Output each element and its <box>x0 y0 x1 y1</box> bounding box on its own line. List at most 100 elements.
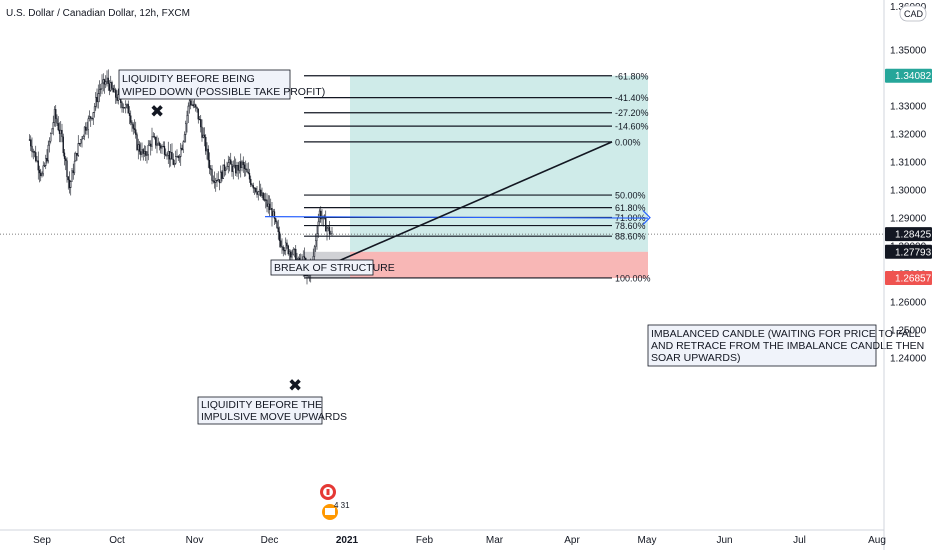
currency-button[interactable]: CAD <box>899 5 927 22</box>
candle <box>106 70 108 87</box>
candle <box>246 163 248 173</box>
candle <box>77 135 79 157</box>
price-badge-stop[interactable]: 1.26857 <box>885 271 932 286</box>
fib-level[interactable]: -14.60% <box>304 122 649 132</box>
annotation-break-structure-text: BREAK OF STRUCTURE <box>274 262 395 274</box>
price-badge-entry[interactable]: 1.27793 <box>885 244 932 259</box>
fib-level-label: -14.60% <box>615 122 649 132</box>
candle <box>277 219 279 240</box>
candle <box>241 159 243 172</box>
fib-level-label: -61.80% <box>615 71 649 81</box>
candle <box>110 75 112 92</box>
fib-level[interactable]: 0.00% <box>304 137 641 147</box>
candle <box>90 115 92 127</box>
fib-level[interactable]: 78.60% <box>304 221 646 231</box>
candle <box>251 182 253 187</box>
candle <box>105 75 107 89</box>
candle <box>138 141 141 155</box>
canada-flag-event-icon[interactable] <box>320 484 336 500</box>
candle <box>156 135 158 154</box>
candle <box>86 121 88 135</box>
candle <box>230 152 232 165</box>
price-badge-target[interactable]: 1.34082 <box>885 68 932 83</box>
annotation-break-structure[interactable]: BREAK OF STRUCTURE <box>270 259 395 276</box>
annotation-liquidity-bottom[interactable]: LIQUIDITY BEFORE THE IMPULSIVE MOVE UPWA… <box>197 396 347 425</box>
fib-level[interactable]: 61.80% <box>304 203 646 213</box>
candle <box>263 193 266 202</box>
time-tick-label: Oct <box>109 535 125 546</box>
candle <box>65 156 67 171</box>
price-badge-label: 1.27793 <box>895 247 932 258</box>
candle <box>140 142 142 161</box>
candle <box>197 108 199 124</box>
candle <box>108 80 111 96</box>
candle <box>233 156 236 169</box>
candle <box>240 153 242 178</box>
news-event-badge[interactable]: 4 31 <box>322 501 350 520</box>
candle <box>125 100 127 114</box>
price-tick-label: 1.29000 <box>890 214 927 225</box>
candle <box>327 226 329 232</box>
candle <box>232 160 234 180</box>
time-tick-label: Nov <box>186 535 204 546</box>
price-badge-label: 1.28425 <box>895 230 932 241</box>
candle <box>326 225 328 241</box>
candle <box>221 170 223 182</box>
candle <box>123 107 126 109</box>
candle <box>275 217 277 224</box>
candle <box>280 233 282 248</box>
chart-title: U.S. Dollar / Canadian Dollar, 12h, FXCM <box>6 8 190 19</box>
candle <box>103 78 106 94</box>
candle <box>266 193 268 213</box>
candle <box>260 183 262 198</box>
time-tick-label: Jul <box>793 535 806 546</box>
candle <box>146 151 148 164</box>
candle <box>82 134 84 140</box>
candle <box>62 133 64 157</box>
fib-level-label: 61.80% <box>615 203 646 213</box>
candle <box>61 123 63 143</box>
fib-level[interactable]: 50.00% <box>304 191 646 201</box>
fib-level[interactable]: -41.40% <box>304 93 649 103</box>
candle <box>137 138 139 160</box>
candle <box>181 144 183 151</box>
candle <box>188 98 191 114</box>
candle <box>35 145 37 163</box>
candle <box>292 247 294 256</box>
loss-zone[interactable] <box>350 251 648 279</box>
annotation-liquidity-top[interactable]: LIQUIDITY BEFORE BEING WIPED DOWN (POSSI… <box>118 69 325 100</box>
candle <box>127 100 129 114</box>
candle <box>171 143 173 160</box>
fib-level[interactable]: -61.80% <box>304 71 649 81</box>
bos-line[interactable] <box>264 216 649 219</box>
candle <box>56 114 58 126</box>
fib-level[interactable]: 100.00% <box>304 273 651 283</box>
candle <box>53 106 56 127</box>
candle <box>126 103 128 109</box>
candle <box>236 161 238 177</box>
fib-level[interactable]: -27.20% <box>304 108 649 118</box>
price-badge-current[interactable]: 1.28425 <box>885 227 932 242</box>
trend-line[interactable] <box>303 141 613 277</box>
candle <box>31 137 33 158</box>
fibonacci-group[interactable]: -61.80% -41.40% -27.20% -14.60% 0.00% 50.00% 6… <box>304 71 651 283</box>
candle <box>150 140 152 156</box>
candle <box>182 140 184 154</box>
candle <box>95 92 97 111</box>
profit-zone[interactable] <box>350 75 648 252</box>
fib-level[interactable]: 88.60% <box>304 232 646 242</box>
annotation-imbalance-line3: SOAR UPWARDS) <box>651 352 740 364</box>
price-axis[interactable]: 1.350001.340001.330001.320001.310001.300… <box>885 2 932 365</box>
time-tick-label: Feb <box>416 535 434 546</box>
time-axis[interactable]: Sep Oct Nov Dec 2021 Feb Mar Apr May Jun Jul Aug <box>33 535 886 546</box>
candle <box>101 74 103 95</box>
price-badge-label: 1.34082 <box>895 71 932 82</box>
annotation-imbalance[interactable]: IMBALANCED CANDLE (WAITING FOR PRICE TO … <box>647 324 924 367</box>
candle <box>268 195 271 217</box>
candle <box>172 153 174 166</box>
candle <box>285 237 287 256</box>
price-tick-label: 1.33000 <box>890 102 927 113</box>
candle <box>222 164 224 179</box>
candle <box>178 154 181 163</box>
